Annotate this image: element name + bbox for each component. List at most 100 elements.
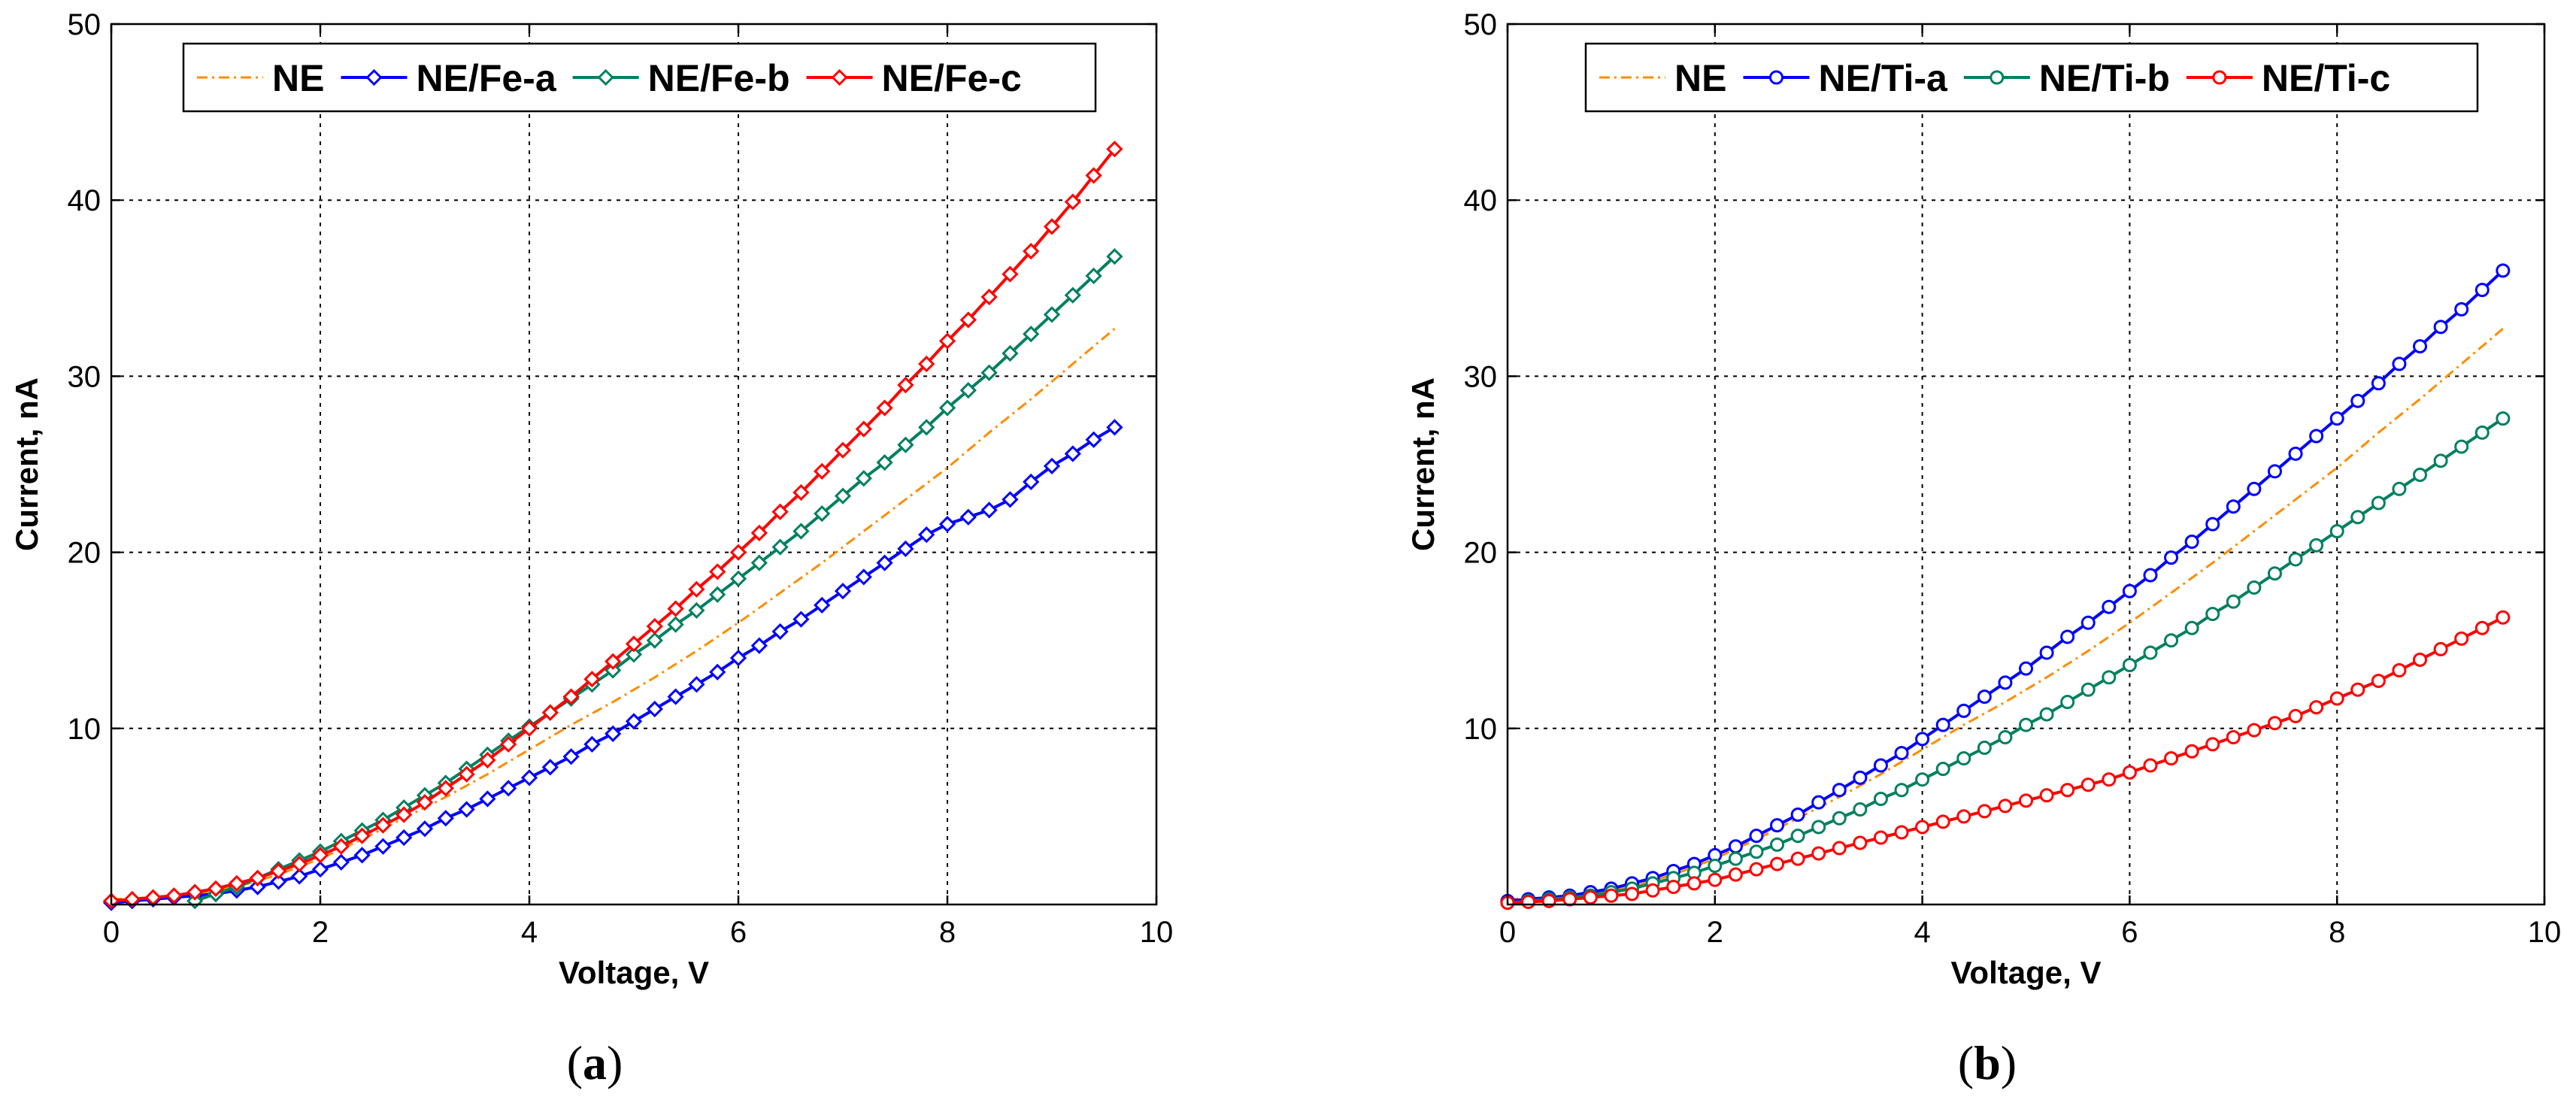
legend-marker [365,68,383,86]
data-point-ne-fe-c [311,847,329,864]
data-point-ne-ti-c [2019,793,2033,808]
legend-marker [831,68,848,86]
x-tick-label: 6 [730,916,747,949]
data-point-ne-ti-c [1956,809,1971,824]
data-point-ne-fe-c [395,806,413,823]
data-point-ne-fe-a [814,596,831,614]
data-point-ne-ti-a [2474,283,2490,298]
data-point-ne-fe-c [729,544,747,561]
data-point-ne-fe-a [479,790,496,808]
data-point-ne-ti-c [2164,751,2179,766]
data-point-ne-fe-a [437,810,454,827]
data-point-ne-ti-b [2205,607,2220,622]
data-point-ne-fe-c [605,653,622,670]
data-point-ne-fe-c [814,462,831,480]
data-point-ne-ti-a [1853,770,1868,785]
data-point-ne-ti-c [1894,825,1909,840]
data-point-ne-fe-c [959,311,977,329]
data-point-ne-fe-a [688,676,705,693]
data-point-ne-ti-a [2392,356,2407,371]
data-point-ne-ti-c [1998,798,2013,814]
data-point-ne-ti-a [1832,783,1847,798]
x-tick-label: 4 [521,916,538,949]
data-point-ne-fe-b [1002,344,1019,362]
data-point-ne-fe-a [792,611,810,628]
data-point-ne-ti-b [2060,695,2075,710]
y-tick-label: 40 [68,184,102,217]
data-point-ne-fe-b [771,538,789,556]
data-point-ne-ti-a [2350,393,2365,408]
x-tick-label: 8 [939,916,956,949]
data-point-ne-ti-a [2329,411,2344,426]
data-point-ne-fe-a [771,623,789,641]
data-point-ne-fe-b [959,382,977,399]
data-point-ne-ti-b [1770,837,1785,852]
data-point-ne-ti-b [1853,802,1868,817]
data-point-ne-ti-c [1749,862,1764,877]
data-point-ne-ti-a [1998,675,2013,690]
x-tick-label: 4 [1914,916,1930,949]
series-ne-fe-c [102,141,1123,910]
data-point-ne-ti-a [2143,568,2158,583]
data-point-ne-fe-c [353,827,371,844]
data-point-ne-fe-c [750,524,768,541]
legend-item-ne-fe-a: NE/Fe-a [341,57,557,99]
data-point-ne-ti-c [2329,691,2344,706]
data-point-ne-ti-b [2226,594,2241,609]
legend-label: NE/Fe-c [882,57,1022,99]
panel-label-a: (a) [567,1036,623,1089]
data-point-ne-fe-c [938,332,956,350]
data-point-ne-ti-b [1708,858,1723,873]
data-point-ne-fe-a [562,748,580,765]
data-point-ne-fe-c [291,856,308,873]
data-point-ne-ti-b [1811,820,1826,835]
legend-item-ne-fe-b: NE/Fe-b [572,57,790,99]
data-point-ne-ti-a [2184,535,2199,550]
data-point-ne-ti-c [1790,851,1805,866]
data-point-ne-ti-b [2309,538,2324,553]
legend-label: NE [272,57,324,99]
data-point-ne-ti-b [2371,495,2386,511]
data-point-ne-fe-c [165,887,183,905]
data-point-ne-ti-c [2454,631,2469,646]
y-tick-label: 50 [68,8,102,41]
data-point-ne-fe-a [1002,491,1019,508]
data-point-ne-ti-a [2102,599,2117,614]
data-point-ne-fe-c [123,890,141,908]
data-point-ne-fe-b [938,399,956,417]
data-point-ne-fe-a [541,759,559,776]
data-point-ne-ti-a [1915,732,1930,747]
y-tick-label: 10 [1464,713,1498,746]
data-point-ne-ti-c [2474,620,2490,635]
data-point-ne-ti-a [1873,758,1888,773]
data-point-ne-ti-a [1790,808,1805,823]
data-point-ne-ti-c [1853,835,1868,850]
data-point-ne-fe-a [353,847,371,864]
data-point-ne-fe-b [646,632,663,649]
data-point-ne-fe-a [709,663,726,680]
data-point-ne-ti-b [2329,523,2344,538]
x-tick-label: 2 [1707,916,1723,949]
data-point-ne-fe-b [667,616,684,633]
data-point-ne-ti-a [2019,661,2033,676]
legend-box [182,42,1097,113]
data-point-ne-fe-a [646,700,663,718]
data-point-ne-ti-b [2102,670,2117,685]
legend-marker [2212,70,2227,85]
x-tick-label: 10 [1140,916,1174,949]
data-point-ne-ti-c [1811,846,1826,861]
data-point-ne-fe-a [583,735,601,753]
data-point-ne-ti-c [1624,886,1639,901]
data-point-ne-fe-b [750,554,768,571]
data-point-ne-fe-a [938,516,956,533]
data-point-ne-ti-c [1687,876,1702,891]
data-point-ne-ti-c [1915,820,1930,835]
data-point-ne-fe-a [1064,445,1081,462]
data-point-ne-fe-b [709,586,726,603]
y-tick-label: 50 [1464,8,1498,41]
data-point-ne-ti-a [2267,464,2282,479]
data-point-ne-ti-c [1977,804,1992,819]
plot-area [1508,24,2544,905]
data-point-ne-ti-c [2184,744,2199,759]
